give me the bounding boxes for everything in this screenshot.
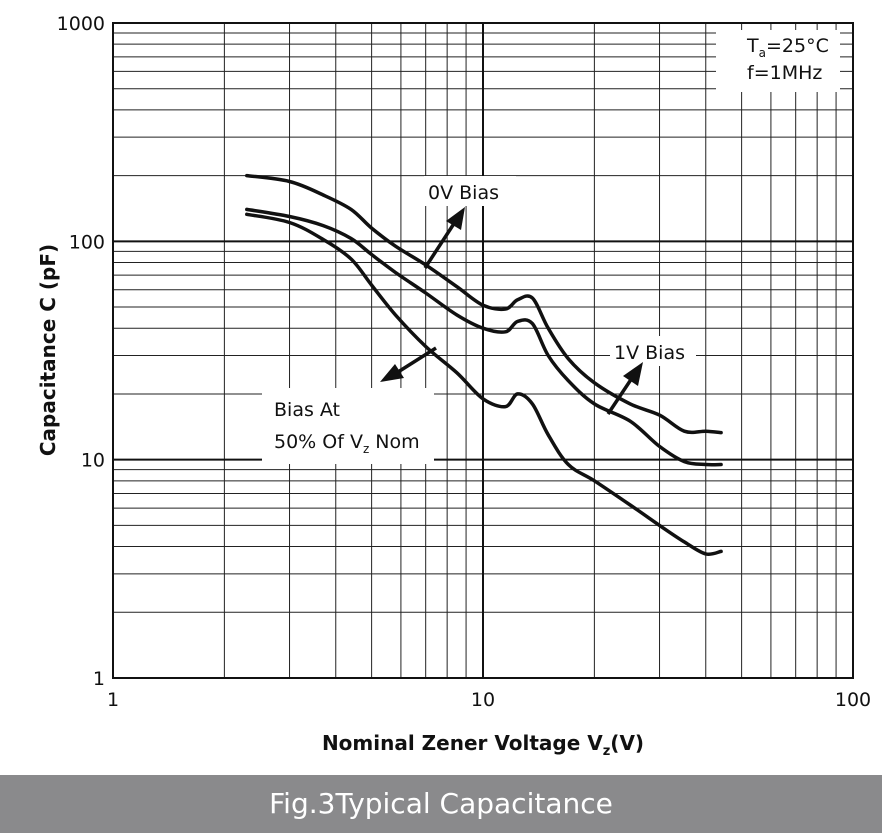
arrow-1v-bias — [606, 377, 634, 415]
figure-caption: Fig.3Typical Capacitance — [0, 775, 882, 833]
arrow-0v-head — [446, 207, 465, 230]
plot-frame — [112, 22, 854, 679]
y-tick-label: 100 — [69, 231, 105, 253]
x-tick-labels: 1 10 100 — [107, 689, 871, 711]
label-1v-bg — [610, 336, 696, 366]
x-tick-label: 100 — [835, 689, 871, 711]
label-0v-bg — [424, 176, 516, 206]
conditions-box — [716, 30, 840, 92]
y-tick-label: 10 — [81, 450, 105, 472]
y-tick-labels: 1 10 100 1000 — [57, 13, 105, 690]
label-half-line1: Bias At — [274, 399, 340, 421]
label-half-bg — [262, 388, 434, 464]
y-tick-label: 1 — [93, 668, 105, 690]
series-half-bias — [245, 212, 723, 557]
arrow-1v-head — [623, 362, 643, 386]
conditions-line2: f=1MHz — [747, 62, 822, 84]
conditions-line1: Ta=25°C — [746, 35, 829, 60]
x-tick-label: 10 — [471, 689, 495, 711]
series-group — [245, 173, 723, 557]
series-1v-bias — [245, 207, 723, 467]
series-0v-bias — [245, 173, 723, 435]
y-tick-label: 1000 — [57, 13, 105, 35]
x-axis-title: Nominal Zener Voltage Vz(V) — [322, 731, 644, 759]
arrow-half-bias — [397, 346, 437, 374]
label-0v-bias: 0V Bias — [428, 182, 499, 204]
label-1v-bias: 1V Bias — [614, 342, 685, 364]
x-tick-label: 1 — [107, 689, 119, 711]
capacitance-chart: 1 10 100 1 10 100 1000 Ta=25°C f=1MHz 0V Bias… — [36, 13, 871, 759]
arrow-0v-bias — [423, 221, 457, 269]
arrow-half-head — [380, 364, 404, 382]
y-axis-title: Capacitance C (pF) — [36, 244, 60, 456]
label-half-line2: 50% Of Vz Nom — [274, 431, 420, 456]
